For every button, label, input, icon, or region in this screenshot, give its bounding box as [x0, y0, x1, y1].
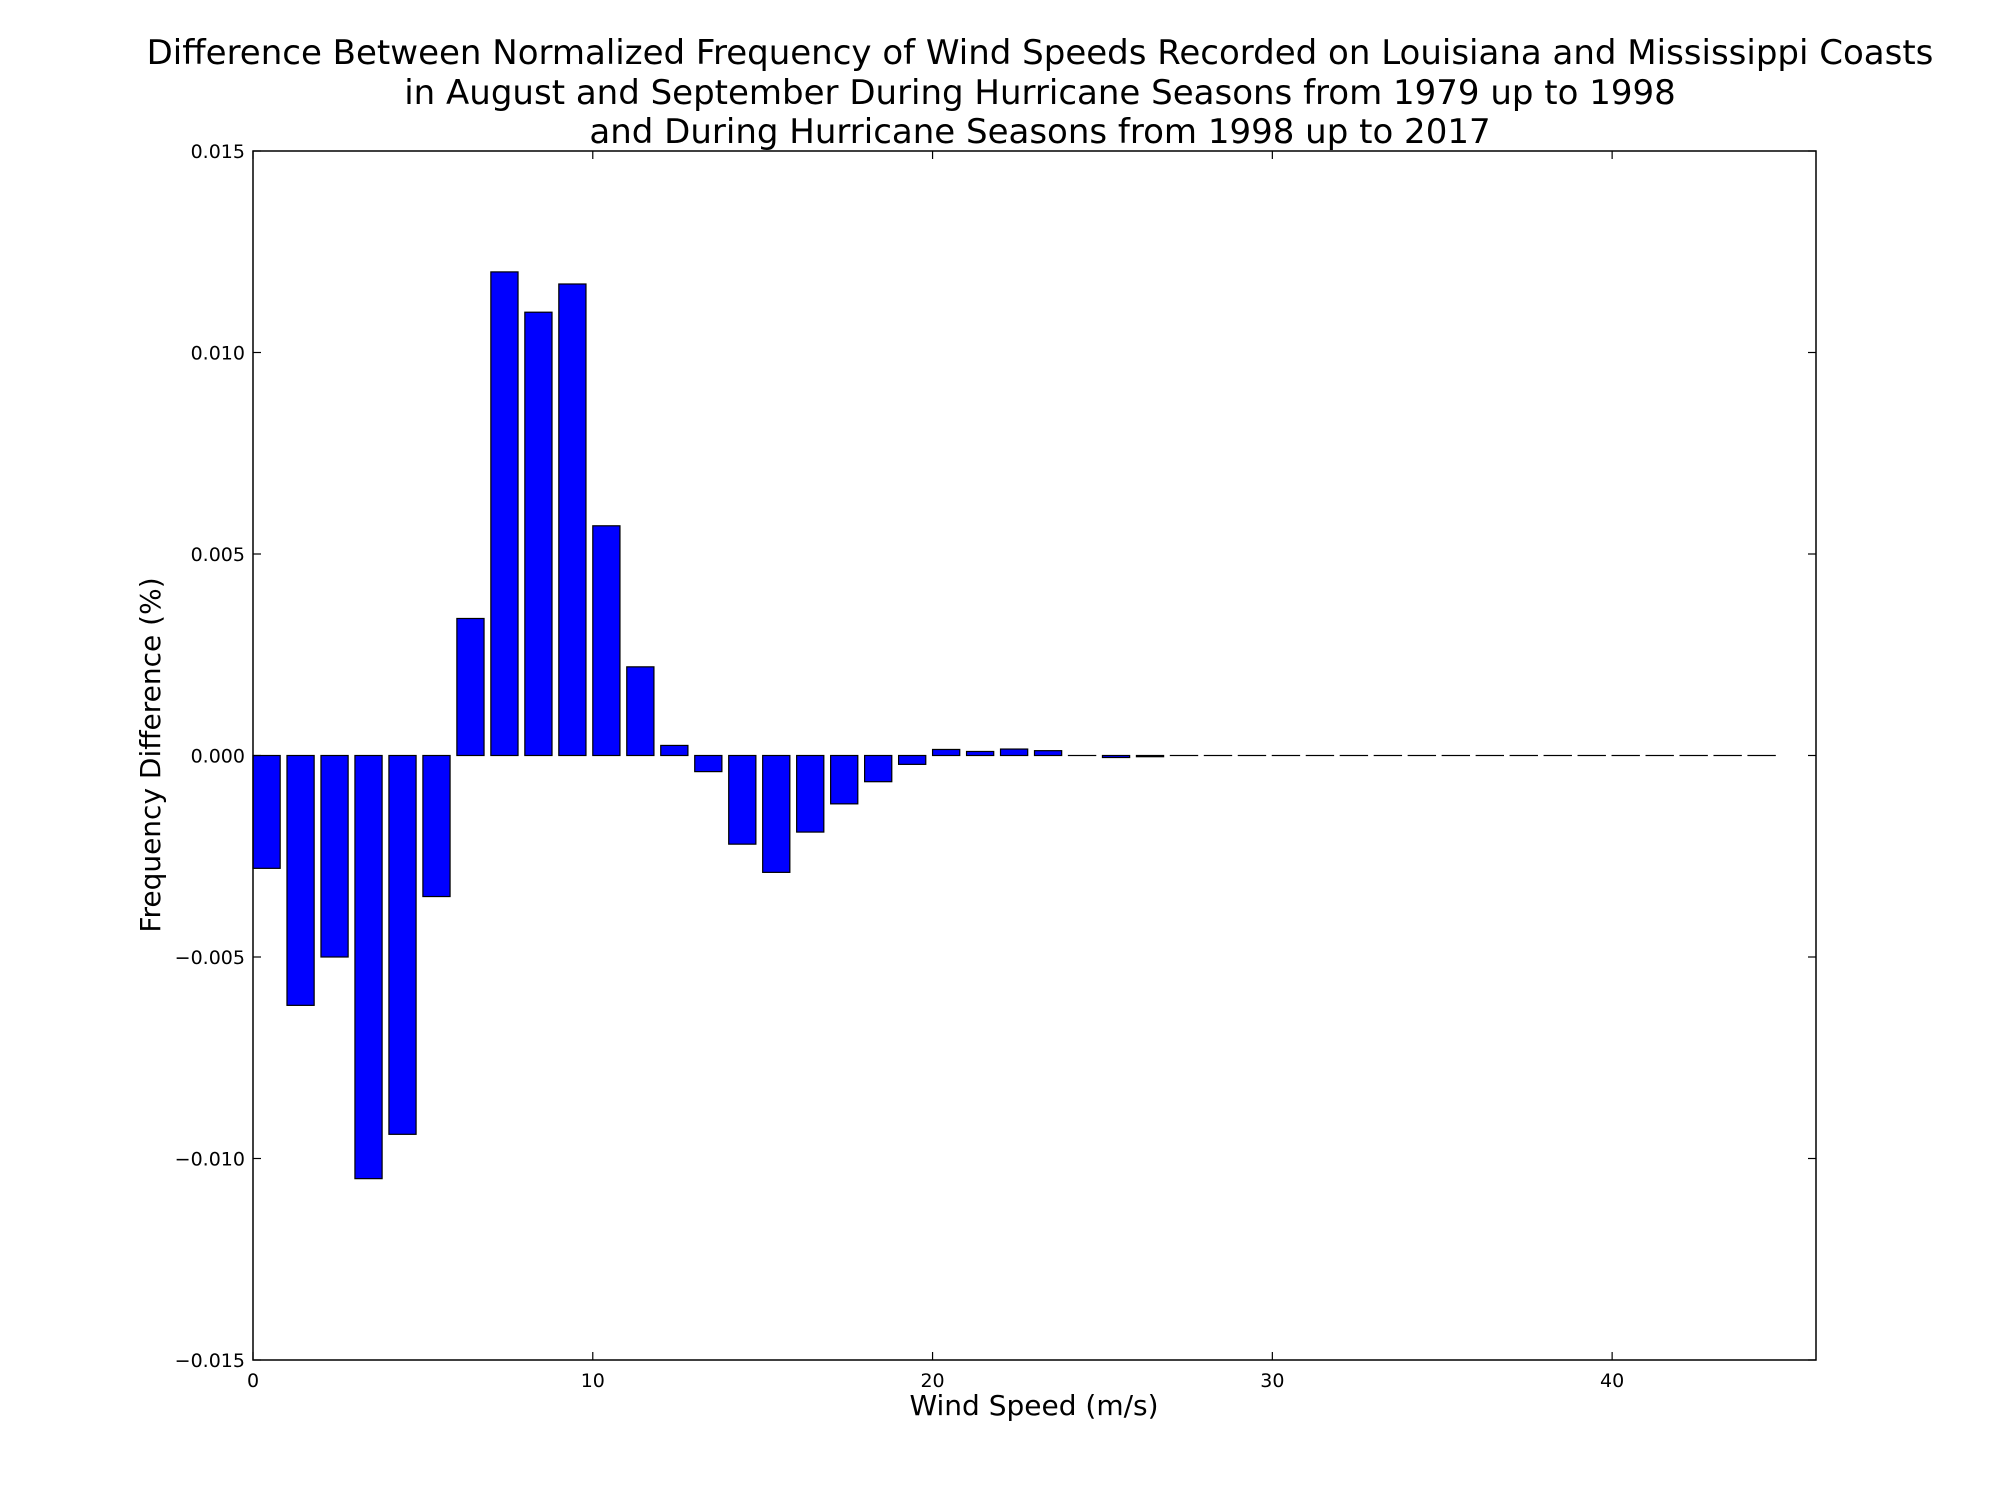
- title-line-3: and During Hurricane Seasons from 1998 u…: [589, 112, 1490, 152]
- y-tick-label: 0.000: [191, 746, 245, 768]
- x-tick-label: 40: [1600, 1370, 1624, 1392]
- bar: [456, 617, 485, 757]
- y-tick-label: 0.010: [191, 343, 245, 365]
- bar: [422, 754, 451, 898]
- y-tick-label: −0.015: [175, 1350, 245, 1372]
- bar: [1135, 754, 1165, 758]
- bar: [354, 754, 383, 1180]
- x-axis-label: Wind Speed (m/s): [909, 1389, 1158, 1422]
- y-tick-label: −0.010: [175, 1149, 245, 1171]
- bar: [897, 754, 927, 765]
- bar: [286, 754, 315, 1006]
- bar: [490, 271, 519, 757]
- bar: [252, 754, 281, 869]
- x-tick-label: 30: [1260, 1370, 1284, 1392]
- bar: [762, 754, 791, 873]
- title-line-2: in August and September During Hurricane…: [404, 73, 1676, 113]
- bar: [524, 311, 553, 757]
- plot-area-frame: [252, 150, 1817, 1361]
- bar: [558, 283, 587, 757]
- bar: [1033, 750, 1063, 757]
- x-tick-label: 10: [581, 1370, 605, 1392]
- x-axis-ticks: 0 10 20 30 40: [247, 151, 1624, 1392]
- y-tick-label: −0.005: [175, 947, 245, 969]
- bar: [830, 754, 859, 805]
- x-tick-label: 0: [247, 1370, 259, 1392]
- y-axis-ticks: −0.015 −0.010 −0.005 0.000 0.005 0.010 0.015: [175, 141, 1816, 1372]
- bar-series: [252, 271, 1776, 1180]
- chart-title: Difference Between Normalized Frequency …: [147, 33, 1934, 152]
- bar: [626, 666, 655, 757]
- bar: [796, 754, 825, 833]
- title-line-1: Difference Between Normalized Frequency …: [147, 33, 1934, 73]
- bar: [660, 744, 689, 757]
- bar: [694, 754, 723, 773]
- bar: [965, 750, 995, 757]
- y-tick-label: 0.015: [191, 141, 245, 163]
- bar: [728, 754, 757, 845]
- bar: [999, 748, 1029, 757]
- bar: [592, 525, 621, 757]
- y-tick-label: 0.005: [191, 544, 245, 566]
- bar: [1101, 754, 1131, 759]
- y-axis-label: Frequency Difference (%): [134, 577, 167, 932]
- bar: [320, 754, 349, 958]
- bar: [931, 748, 961, 757]
- bar: [864, 754, 893, 783]
- x-tick-label: 20: [920, 1370, 944, 1392]
- bar: [388, 754, 417, 1135]
